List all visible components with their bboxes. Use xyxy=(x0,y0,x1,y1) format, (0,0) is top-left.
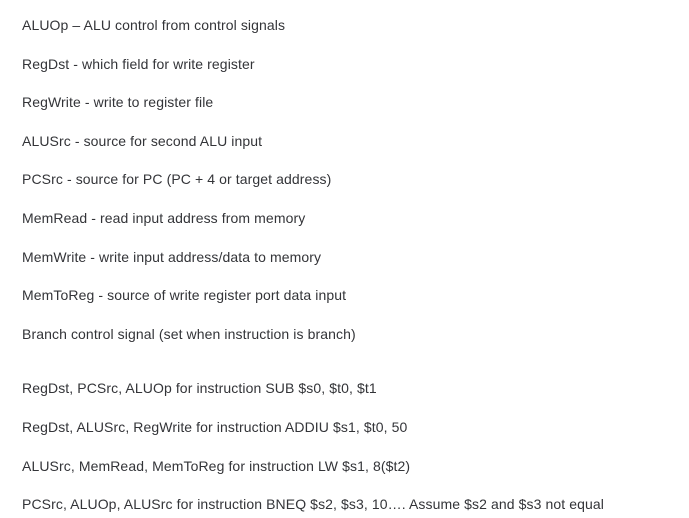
signal-line: MemWrite - write input address/data to m… xyxy=(22,248,673,268)
question-line: PCSrc, ALUOp, ALUSrc for instruction BNE… xyxy=(22,495,673,515)
signal-line: MemRead - read input address from memory xyxy=(22,209,673,229)
signal-line: ALUSrc - source for second ALU input xyxy=(22,132,673,152)
signal-line: Branch control signal (set when instruct… xyxy=(22,325,673,345)
document-body: ALUOp – ALU control from control signals… xyxy=(0,0,689,515)
signal-line: PCSrc - source for PC (PC + 4 or target … xyxy=(22,170,673,190)
signal-line: ALUOp – ALU control from control signals xyxy=(22,16,673,36)
signal-line: MemToReg - source of write register port… xyxy=(22,286,673,306)
signal-line: RegWrite - write to register file xyxy=(22,93,673,113)
section-gap xyxy=(22,363,673,379)
question-line: ALUSrc, MemRead, MemToReg for instructio… xyxy=(22,457,673,477)
question-line: RegDst, PCSrc, ALUOp for instruction SUB… xyxy=(22,379,673,399)
question-line: RegDst, ALUSrc, RegWrite for instruction… xyxy=(22,418,673,438)
signal-line: RegDst - which field for write register xyxy=(22,55,673,75)
